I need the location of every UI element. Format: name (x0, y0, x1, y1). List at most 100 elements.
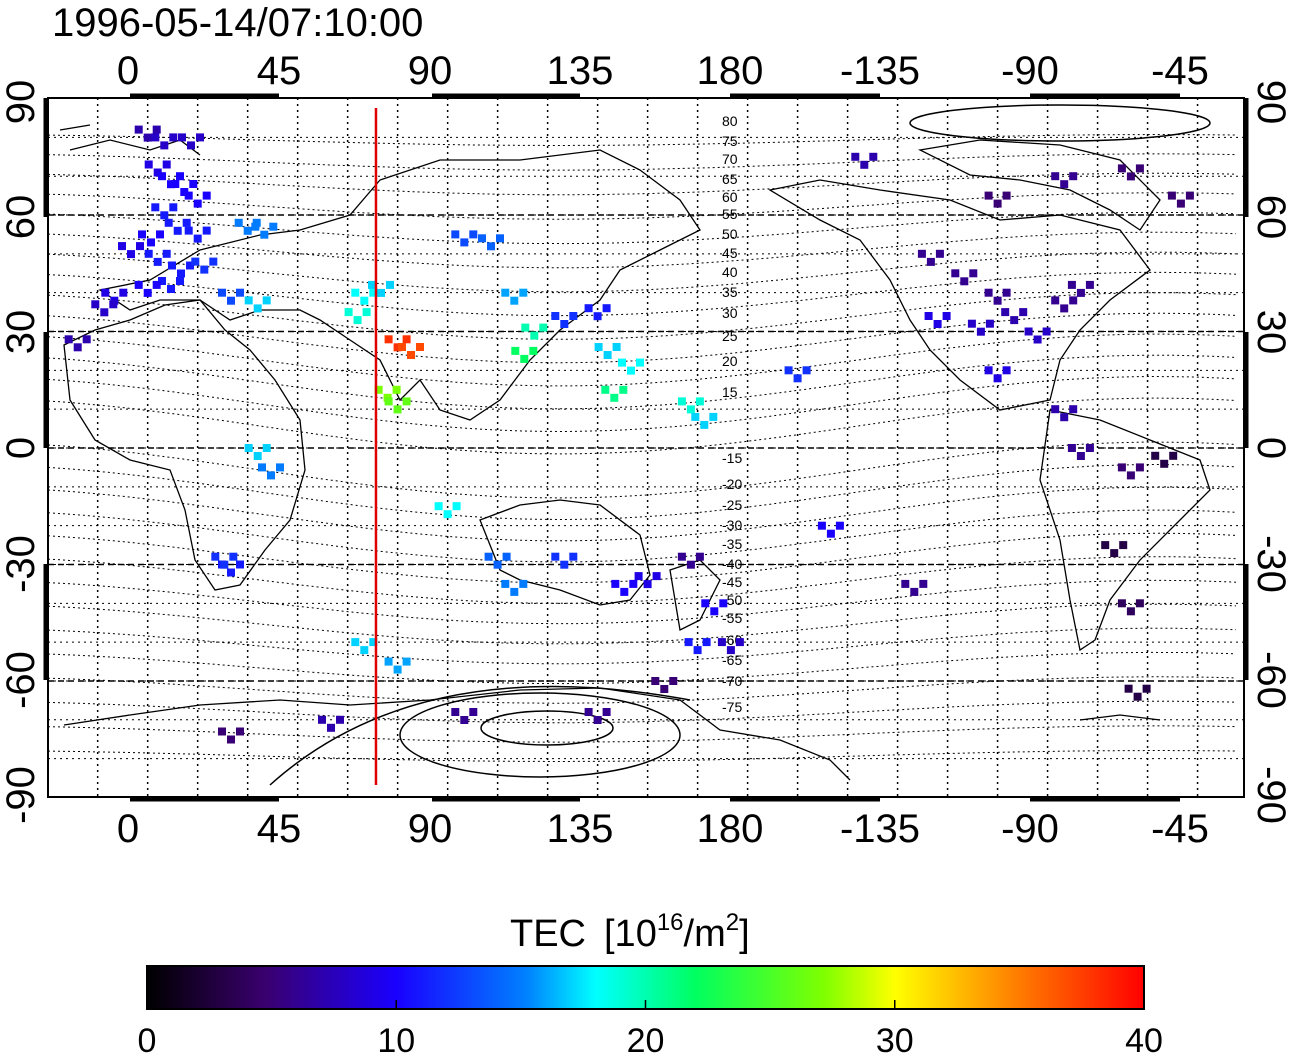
tec-point (392, 385, 401, 394)
tec-point (1010, 316, 1019, 325)
tec-point (1060, 180, 1069, 189)
contour-line (47, 397, 1237, 455)
contour-label: 60 (722, 189, 738, 205)
lon-tick-label-top: -135 (840, 49, 920, 93)
contour-line (47, 509, 1237, 563)
tec-point (384, 397, 393, 406)
contour-label: -25 (722, 497, 742, 513)
tec-point (593, 312, 602, 321)
tec-point (629, 579, 638, 588)
contour-label: 15 (722, 384, 738, 400)
tec-point (251, 222, 260, 231)
lon-tick-label-bottom: 0 (117, 807, 139, 851)
tec-point (176, 172, 184, 181)
tec-point (1133, 692, 1142, 701)
contour-label: 45 (722, 245, 738, 261)
lat-tick-label-left: 90 (0, 80, 43, 125)
lat-tick-label-left: -60 (0, 651, 43, 709)
tec-point (152, 280, 161, 289)
tec-point (416, 343, 424, 351)
tec-point (784, 366, 793, 375)
contour-label: -70 (722, 673, 742, 689)
tec-point (560, 560, 569, 569)
contour-line (47, 463, 1237, 521)
tec-point (200, 265, 209, 274)
tec-point (353, 316, 362, 325)
tec-point (636, 358, 644, 367)
tec-point (919, 579, 928, 588)
tec-point (1051, 296, 1060, 305)
tec-point (851, 152, 860, 161)
tec-point (100, 308, 109, 317)
tec-point (601, 385, 610, 394)
tec-point (191, 257, 200, 266)
tec-point (1051, 405, 1060, 414)
tec-point (984, 288, 993, 297)
tec-point (960, 277, 969, 286)
tec-point (984, 366, 993, 375)
lon-tick-label-top: 90 (408, 49, 453, 93)
tec-point (162, 160, 171, 169)
tec-point (227, 735, 235, 744)
tec-point (91, 300, 100, 309)
tec-point (695, 397, 704, 406)
tec-point (1085, 444, 1094, 452)
colorbar-tick-label: 20 (627, 1022, 665, 1057)
tec-point (269, 222, 278, 231)
tec-point (276, 463, 284, 472)
coastline (768, 179, 1151, 411)
tec-point (502, 552, 511, 561)
contour-label: -30 (722, 517, 742, 533)
tec-point (643, 580, 652, 589)
tec-point (660, 685, 669, 693)
contour-label: -15 (722, 450, 742, 466)
tec-point (924, 312, 933, 320)
tec-point (167, 180, 175, 189)
tec-point (82, 335, 91, 344)
tec-point (173, 226, 182, 235)
tec-point (109, 300, 118, 309)
colorbar-tick-label: 40 (1125, 1022, 1163, 1057)
tec-point (193, 234, 202, 243)
tec-point (351, 288, 360, 297)
tec-point (167, 285, 175, 293)
tec-point (817, 521, 826, 530)
tec-point (434, 502, 443, 511)
tec-point (510, 296, 519, 305)
contour-oval-south (480, 710, 614, 746)
tec-point (318, 715, 326, 724)
tec-point (143, 133, 152, 142)
lon-tick-label-bottom: 45 (257, 807, 302, 851)
coastlines (59, 124, 1211, 781)
tec-point (826, 529, 835, 538)
coastline (59, 124, 201, 156)
lon-tick-label-bottom: 135 (547, 807, 614, 851)
contour-label: 80 (722, 113, 738, 129)
tec-point (1019, 308, 1028, 317)
tec-point (510, 587, 519, 596)
tec-point (717, 638, 726, 647)
map-title: 1996-05-14/07:10:00 (52, 1, 423, 45)
tec-point (942, 312, 951, 320)
tec-point (327, 723, 335, 732)
tec-point (1024, 327, 1033, 336)
tec-point (229, 552, 238, 561)
tec-point (569, 312, 578, 320)
map-frame (47, 97, 1245, 798)
contour-label: -40 (722, 556, 742, 572)
contour-label: 55 (722, 206, 738, 222)
tec-point (253, 452, 262, 460)
tec-point (1069, 172, 1078, 181)
tec-point (452, 502, 461, 511)
tec-point (177, 269, 185, 278)
tec-point (402, 397, 411, 406)
tec-point (384, 335, 393, 344)
tec-point (610, 393, 619, 402)
tec-point (1124, 684, 1133, 693)
contour-line (47, 651, 1237, 685)
contour-line (47, 192, 1237, 220)
tec-point (1176, 199, 1185, 208)
colorbar-tick-label: 0 (138, 1022, 157, 1057)
tec-point (351, 638, 360, 647)
